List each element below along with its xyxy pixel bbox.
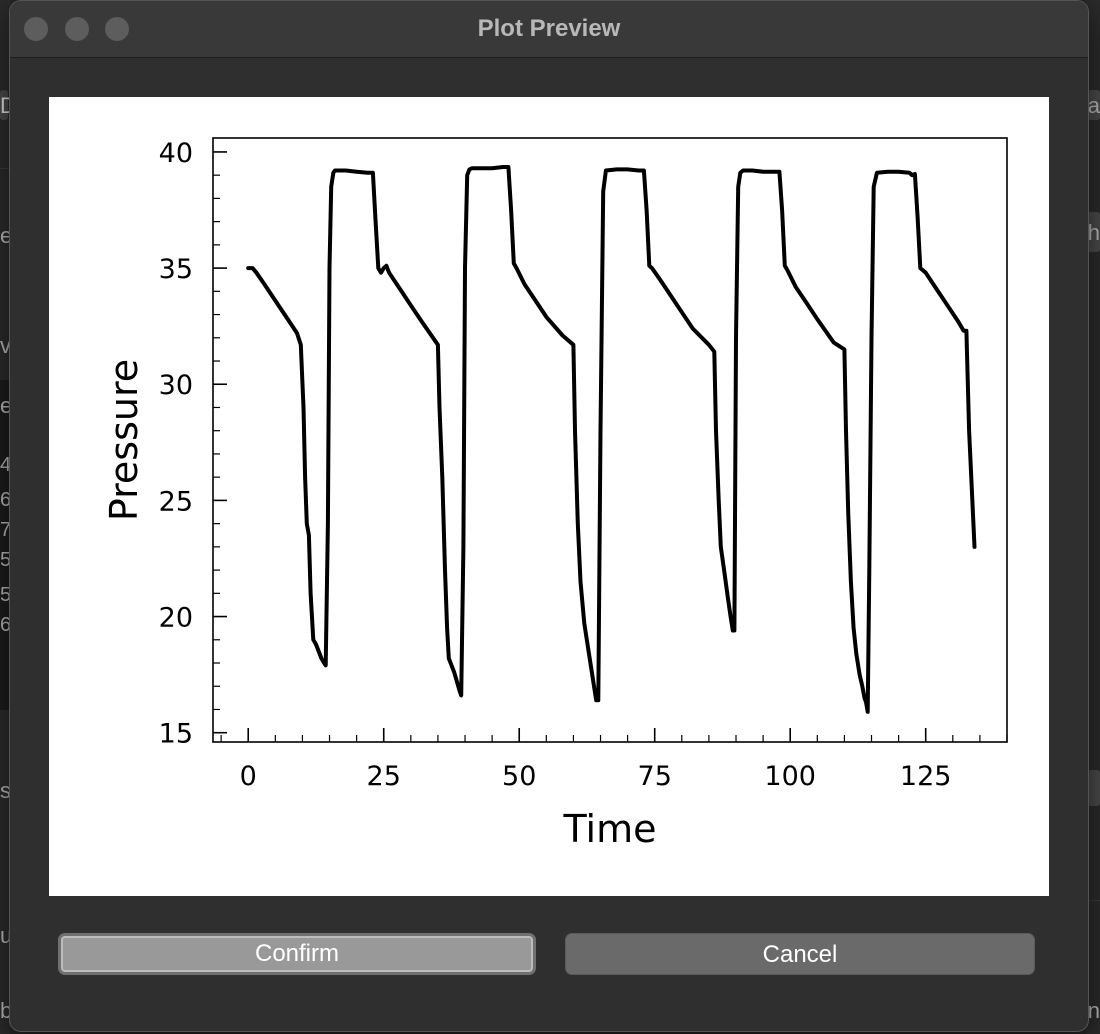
y-tick-labels: 15 20 25 30 35 40 (159, 138, 193, 750)
background-text: a (1087, 93, 1100, 118)
background-text: 7 (0, 519, 12, 541)
background-chip (1088, 212, 1100, 252)
x-tick-labels: 0 25 50 75 100 125 (240, 761, 952, 792)
plot-preview-window: Plot Preview 0 25 50 75 100 125 15 20 25 30 35 40 … (9, 0, 1089, 1032)
pressure-series-line (246, 165, 977, 714)
confirm-button[interactable]: Confirm (58, 933, 536, 975)
background-chip (1088, 770, 1100, 806)
x-tick-label: 50 (502, 761, 536, 792)
y-tick-label: 15 (159, 719, 193, 750)
close-window-button[interactable] (24, 17, 48, 41)
x-tick-label: 25 (367, 761, 401, 792)
background-text: 6 (0, 614, 12, 636)
background-text: n (1087, 998, 1100, 1023)
minimize-window-button[interactable] (65, 17, 89, 41)
background-text: 4 (0, 454, 12, 476)
y-tick-label: 35 (159, 254, 193, 285)
x-tick-label: 0 (240, 761, 257, 792)
background-text: 5 (0, 549, 12, 571)
plot-area: 0 25 50 75 100 125 15 20 25 30 35 40 Time Pressure (49, 97, 1049, 896)
background-chip (0, 90, 8, 120)
title-bar[interactable]: Plot Preview (10, 1, 1088, 58)
background-divider (0, 168, 10, 169)
background-text: 5 (0, 584, 12, 606)
x-tick-label: 125 (900, 761, 952, 792)
zoom-window-button[interactable] (105, 17, 129, 41)
cancel-button[interactable]: Cancel (565, 933, 1035, 975)
background-divider (1086, 900, 1100, 901)
background-chip (1088, 90, 1100, 120)
y-tick-label: 25 (159, 486, 193, 517)
y-axis-label: Pressure (102, 359, 146, 521)
x-tick-label: 75 (638, 761, 672, 792)
y-tick-label: 40 (159, 138, 193, 169)
pressure-time-chart: 0 25 50 75 100 125 15 20 25 30 35 40 Time Pressure (102, 137, 1008, 851)
axes-frame (212, 137, 1008, 743)
y-tick-label: 30 (159, 370, 193, 401)
window-title: Plot Preview (477, 15, 621, 42)
x-tick-label: 100 (764, 761, 816, 792)
x-axis-label: Time (563, 807, 657, 851)
background-text: 6 (0, 489, 12, 511)
y-tick-label: 20 (159, 603, 193, 634)
axis-ticks (213, 151, 1008, 742)
background-panel (0, 380, 10, 710)
background-text: s (0, 778, 11, 803)
